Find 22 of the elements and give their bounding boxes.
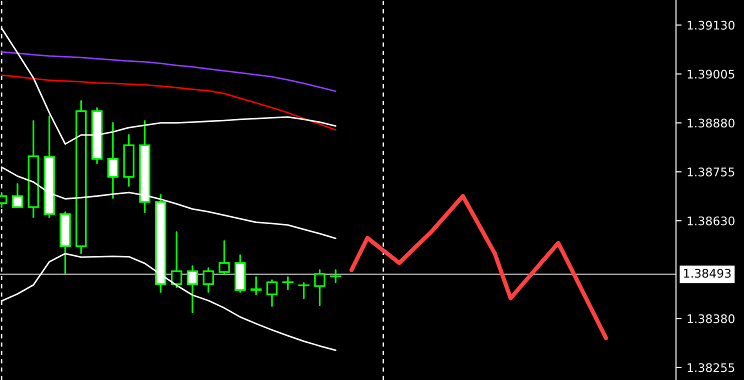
candlestick bbox=[282, 276, 294, 290]
y-tick-label: 1.38380 bbox=[688, 314, 734, 324]
ref-line-label: 1.38493 bbox=[684, 268, 731, 278]
candlestick bbox=[12, 183, 24, 208]
line-series bbox=[0, 51, 336, 92]
candlestick bbox=[314, 269, 326, 306]
y-tick-label: 1.38755 bbox=[688, 168, 734, 176]
candlestick bbox=[218, 240, 230, 275]
y-tick-label: 1.39005 bbox=[688, 70, 734, 79]
line-series bbox=[0, 74, 336, 131]
y-tick-label: 1.38630 bbox=[688, 216, 734, 226]
line-series bbox=[349, 194, 608, 340]
candlestick bbox=[330, 269, 342, 283]
y-tick-label: 1.39130 bbox=[688, 20, 734, 30]
candlestick bbox=[250, 276, 262, 296]
y-tick-label: 1.38880 bbox=[688, 118, 734, 128]
y-tick-label: 1.38255 bbox=[688, 363, 734, 372]
candlestick bbox=[170, 231, 182, 288]
candlestick bbox=[186, 265, 198, 314]
candlestick bbox=[266, 279, 278, 307]
candlestick bbox=[298, 282, 310, 300]
candlestick bbox=[202, 267, 214, 293]
